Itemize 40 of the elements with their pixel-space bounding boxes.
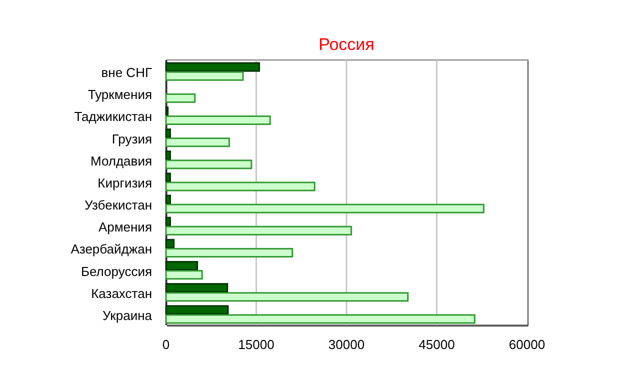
bar	[165, 238, 175, 248]
bar	[165, 138, 230, 148]
bar	[165, 194, 171, 204]
bar	[165, 128, 171, 138]
bar	[165, 270, 203, 280]
bar	[165, 62, 260, 72]
bar	[165, 283, 228, 293]
bar	[165, 172, 171, 182]
bar	[165, 292, 409, 302]
x-tick-label: 15000	[238, 337, 274, 352]
y-tick-label: вне СНГ	[101, 65, 152, 80]
y-tick-label: Белоруссия	[80, 264, 152, 279]
bar	[165, 226, 352, 236]
bar	[165, 261, 198, 271]
y-tick-label: Таджикистан	[74, 109, 152, 124]
bar	[165, 204, 484, 214]
x-tick-label: 60000	[508, 337, 546, 352]
y-tick-label: Грузия	[112, 131, 152, 146]
y-tick-label: Казахстан	[91, 286, 152, 301]
x-tick-label: 0	[162, 337, 170, 352]
chart-title: Россия	[318, 35, 374, 54]
y-tick-label: Украина	[102, 308, 153, 323]
bar	[165, 71, 244, 81]
bar	[165, 314, 476, 324]
y-tick-label: Молдавия	[90, 153, 152, 168]
y-tick-label: Туркмения	[88, 87, 152, 102]
y-tick-label: Киргизия	[98, 175, 152, 190]
bar	[165, 115, 271, 125]
bar	[165, 182, 316, 192]
y-tick-label: Азербайджан	[70, 242, 152, 257]
bar	[165, 248, 294, 258]
bar	[165, 160, 252, 170]
y-tick-label: Армения	[98, 220, 152, 235]
bar	[165, 150, 171, 160]
bar	[165, 305, 229, 315]
bar	[165, 93, 196, 103]
bar	[165, 216, 171, 226]
x-tick-label: 45000	[418, 337, 455, 352]
x-tick-label: 30000	[328, 337, 365, 352]
y-tick-label: Узбекистан	[84, 198, 152, 213]
